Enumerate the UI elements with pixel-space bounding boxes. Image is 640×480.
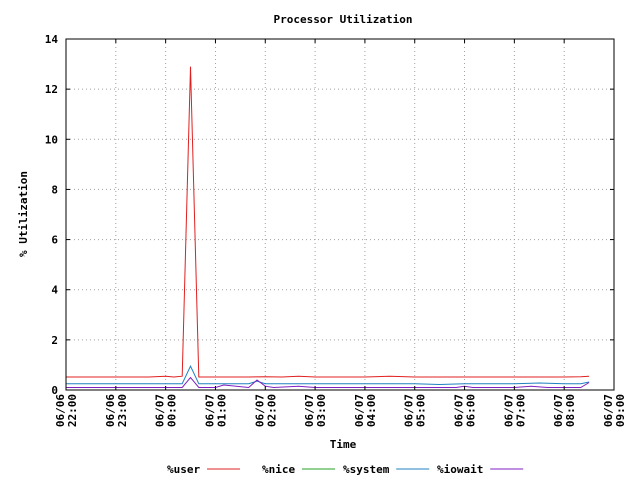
x-tick-label: 06/07 06:00 bbox=[453, 394, 478, 427]
x-tick-date: 06/07 bbox=[403, 394, 416, 427]
x-tick-date: 06/07 bbox=[552, 394, 565, 427]
y-axis-label: % Utilization bbox=[17, 171, 30, 257]
y-tick-label: 10 bbox=[45, 133, 58, 146]
x-tick-date: 06/07 bbox=[353, 394, 366, 427]
x-tick-time: 03:00 bbox=[315, 394, 328, 427]
x-tick-date: 06/06 bbox=[54, 394, 67, 427]
x-tick-time: 02:00 bbox=[265, 394, 278, 427]
chart-title: Processor Utilization bbox=[273, 13, 412, 26]
x-tick-label: 06/07 00:00 bbox=[154, 394, 179, 427]
x-tick-date: 06/07 bbox=[203, 394, 216, 427]
y-tick-label: 8 bbox=[51, 183, 58, 196]
x-tick-time: 08:00 bbox=[564, 394, 577, 427]
legend-label-nice: %nice bbox=[262, 463, 295, 476]
legend-label-user: %user bbox=[167, 463, 200, 476]
y-tick-label: 4 bbox=[51, 284, 58, 297]
x-tick-time: 22:00 bbox=[66, 394, 79, 427]
series-line-user bbox=[66, 66, 590, 378]
x-tick-label: 06/07 02:00 bbox=[253, 394, 278, 427]
x-tick-label: 06/07 08:00 bbox=[552, 394, 577, 427]
x-tick-time: 06:00 bbox=[465, 394, 478, 427]
x-tick-time: 23:00 bbox=[116, 394, 129, 427]
x-tick-date: 06/07 bbox=[602, 394, 615, 427]
x-tick-label: 06/07 03:00 bbox=[303, 394, 328, 427]
x-tick-time: 01:00 bbox=[215, 394, 228, 427]
y-axis-ticks: 0 2 4 6 8 10 12 14 bbox=[45, 33, 614, 397]
series-line-system bbox=[66, 365, 590, 386]
x-tick-label: 06/07 09:00 bbox=[602, 394, 627, 427]
legend-label-system: %system bbox=[343, 463, 390, 476]
x-tick-time: 09:00 bbox=[614, 394, 627, 427]
x-tick-date: 06/07 bbox=[303, 394, 316, 427]
y-tick-label: 12 bbox=[45, 83, 58, 96]
y-tick-label: 6 bbox=[51, 234, 58, 247]
x-tick-time: 04:00 bbox=[365, 394, 378, 427]
x-tick-label: 06/07 07:00 bbox=[502, 394, 527, 427]
x-tick-date: 06/07 bbox=[502, 394, 515, 427]
series-lines bbox=[66, 66, 590, 391]
x-tick-label: 06/06 22:00 bbox=[54, 394, 79, 427]
x-tick-label: 06/07 05:00 bbox=[403, 394, 428, 427]
x-tick-label: 06/07 01:00 bbox=[203, 394, 228, 427]
legend: %user %nice %system %iowait bbox=[167, 463, 524, 476]
grid-lines bbox=[66, 39, 614, 390]
x-tick-date: 06/07 bbox=[453, 394, 466, 427]
x-tick-time: 07:00 bbox=[514, 394, 527, 427]
x-tick-label: 06/07 04:00 bbox=[353, 394, 378, 427]
x-axis-label: Time bbox=[330, 438, 357, 451]
x-tick-label: 06/06 23:00 bbox=[104, 394, 129, 427]
y-tick-label: 0 bbox=[51, 384, 58, 397]
legend-label-iowait: %iowait bbox=[437, 463, 483, 476]
x-tick-time: 05:00 bbox=[415, 394, 428, 427]
x-tick-date: 06/07 bbox=[154, 394, 167, 427]
series-line-iowait bbox=[66, 376, 590, 389]
plot-frame bbox=[65, 38, 615, 391]
x-tick-date: 06/06 bbox=[104, 394, 117, 427]
x-tick-time: 00:00 bbox=[166, 394, 179, 427]
y-tick-label: 2 bbox=[51, 334, 58, 347]
x-axis-ticks: 06/06 22:00 06/06 23:00 06/07 00:00 06/07 01:00… bbox=[54, 39, 627, 427]
x-tick-date: 06/07 bbox=[253, 394, 266, 427]
y-tick-label: 14 bbox=[45, 33, 59, 46]
